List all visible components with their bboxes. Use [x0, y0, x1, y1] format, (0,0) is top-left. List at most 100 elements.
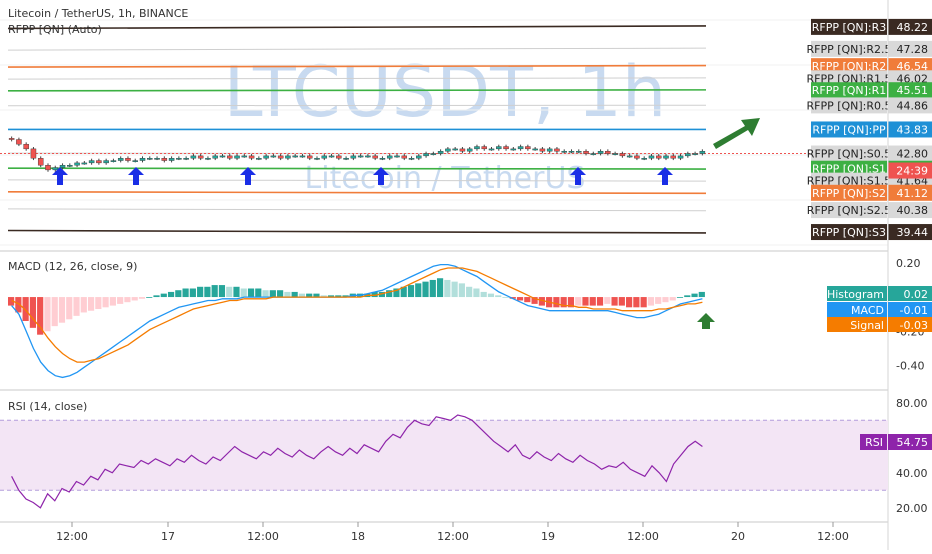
candle-body: [416, 155, 422, 159]
level-tag-value-bg: [888, 18, 932, 35]
level-tag-label: RFPP [QN]:S2.5: [807, 204, 891, 217]
level-tag: RFPP [QN]:S0.5 42.80: [807, 145, 932, 162]
candle-body: [539, 148, 546, 152]
macd-histogram-bar: [51, 297, 58, 327]
candle-body: [379, 158, 386, 160]
x-tick-label: 12:00: [437, 530, 469, 543]
candle-body: [590, 153, 597, 155]
level-tag-value-bg: [888, 145, 932, 162]
macd-histogram-bar: [146, 297, 153, 298]
level-tag-value-bg: [888, 97, 932, 114]
candle-body: [554, 148, 560, 152]
candle-body: [466, 148, 473, 152]
pivot-line: [7, 167, 707, 170]
macd-title: MACD (12, 26, close, 9): [8, 260, 137, 273]
level-tag-label: RFPP [QN]:S0.5: [807, 148, 891, 161]
level-tag-value-bg: [888, 121, 932, 138]
macd-histogram-bar: [516, 297, 524, 301]
candle-body: [88, 160, 95, 164]
macd-histogram-bar: [444, 279, 451, 298]
candle-body: [641, 158, 647, 160]
level-tag: RFPP [QN]:S3 39.44: [811, 224, 932, 241]
candle-body: [445, 148, 451, 152]
buy-arrow-icon: [373, 167, 389, 185]
macd-histogram-bar: [575, 297, 582, 306]
pivot-line: [7, 229, 707, 234]
signal-line: [11, 267, 703, 363]
macd-histogram-bar: [415, 283, 422, 298]
level-tag: RFPP [QN]:S2 41.12: [811, 184, 932, 201]
macd-histogram-bar: [567, 297, 575, 308]
candle-body: [597, 151, 604, 154]
candle-body: [394, 155, 400, 158]
macd-histogram-bar: [589, 297, 596, 306]
macd-histogram-bar: [553, 297, 560, 308]
pivot-line: [7, 179, 707, 182]
candle-body: [234, 155, 240, 159]
candle-body: [423, 153, 429, 157]
level-tag-bg: [811, 172, 887, 189]
level-tag-bg: [811, 202, 887, 219]
macd-histogram-bar: [95, 297, 102, 310]
level-tag: RFPP [QN]:S2.5 40.38: [807, 202, 932, 219]
candle-body: [81, 162, 88, 165]
macd-histogram-bar: [102, 297, 109, 308]
macd-histogram-bar: [502, 297, 509, 298]
rsi-tick-label: 20.00: [896, 502, 928, 515]
level-tag-label: RFPP [QN]:S1.5: [807, 175, 891, 188]
candle-body: [583, 151, 589, 154]
candle-body: [110, 160, 117, 162]
macd-histogram-bar: [167, 291, 175, 298]
pivot-line: [7, 64, 707, 68]
x-tick-label: 18: [351, 530, 365, 543]
candle-body: [321, 155, 328, 159]
candle-body: [168, 158, 175, 161]
level-tag-bg: [811, 121, 887, 138]
x-tick-label: 12:00: [627, 530, 659, 543]
price-grid: [0, 19, 888, 246]
pivot-line: [7, 191, 707, 195]
macd-histogram-bar: [342, 295, 349, 298]
macd-histogram-bar: [604, 297, 611, 304]
candle-body: [125, 158, 131, 161]
macd-histogram-bar: [698, 291, 705, 298]
x-tick-label: 12:00: [247, 530, 279, 543]
candle-body: [670, 155, 677, 159]
candle-body: [132, 160, 138, 162]
macd-histogram-bar: [255, 288, 262, 298]
buy-arrow-icon: [240, 167, 256, 185]
candle-body: [45, 165, 51, 171]
macd-histogram-bar: [313, 293, 320, 298]
candle-body: [212, 155, 218, 159]
candle-body: [510, 148, 517, 151]
macd-histogram-bar: [335, 295, 342, 298]
macd-histogram-bar: [29, 297, 36, 328]
candle-body: [517, 146, 524, 150]
macd-histogram-bar: [66, 297, 73, 320]
candle-body: [176, 158, 182, 160]
macd-histogram-bar: [197, 286, 204, 298]
buy-arrow-icon: [128, 167, 144, 185]
rsi-line: [11, 414, 703, 509]
macd-histogram-bar: [633, 297, 640, 308]
macd-histogram-bar: [582, 297, 589, 306]
level-tag-label: RFPP [QN]:R2: [812, 60, 887, 73]
candle-body: [685, 153, 691, 157]
level-tag: RFPP [QN]:R3 48.22: [811, 18, 932, 35]
macd-histogram-bar: [284, 291, 291, 298]
indicator-title: RFPP [QN] (Auto): [8, 23, 102, 36]
level-tag-value-bg: [888, 40, 932, 57]
macd-histogram-bar: [73, 297, 80, 316]
rsi-tick-label: 40.00: [896, 467, 928, 480]
candle-body: [270, 155, 277, 158]
macd-tag-label: Histogram: [827, 288, 884, 301]
rsi-tick-label: 80.00: [896, 397, 928, 410]
level-tag-value: 42.80: [897, 148, 929, 161]
x-tick-label: 12:00: [817, 530, 849, 543]
macd-histogram-bar: [647, 297, 655, 306]
watermark-name: Litecoin / TetherUS: [305, 161, 586, 196]
macd-histogram-bar: [22, 297, 29, 321]
